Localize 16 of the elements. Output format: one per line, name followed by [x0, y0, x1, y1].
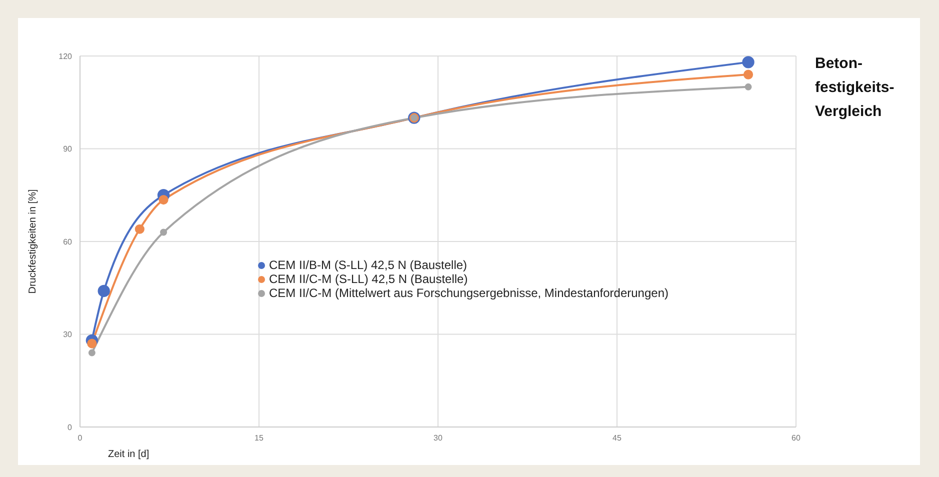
x-tick-label: 30 [434, 434, 443, 443]
y-tick-label: 0 [68, 422, 73, 432]
x-axis-title: Zeit in [d] [108, 449, 150, 460]
y-tick-label: 30 [63, 330, 73, 340]
x-tick-label: 60 [792, 434, 801, 443]
text: Beton- festigkeits- Vergleich [815, 54, 894, 122]
legend-label: CEM II/B-M (S-LL) 42,5 N (Baustelle) [269, 258, 468, 272]
y-tick-label: 120 [58, 52, 73, 61]
legend-label: CEM II/C-M (S-LL) 42,5 N (Baustelle) [269, 272, 468, 286]
x-tick-label: 15 [254, 434, 264, 443]
y-tick-label: 60 [63, 237, 73, 246]
x-tick-label: 45 [612, 434, 622, 443]
x-tick-label: 0 [78, 434, 83, 443]
legend-label: CEM II/C-M (Mittelwert aus Forschungsergebnisse, Mindestanforderungen) [269, 286, 668, 300]
y-axis-title: Druckfestigkeiten in [%] [28, 189, 39, 294]
y-tick-label: 90 [63, 144, 73, 154]
